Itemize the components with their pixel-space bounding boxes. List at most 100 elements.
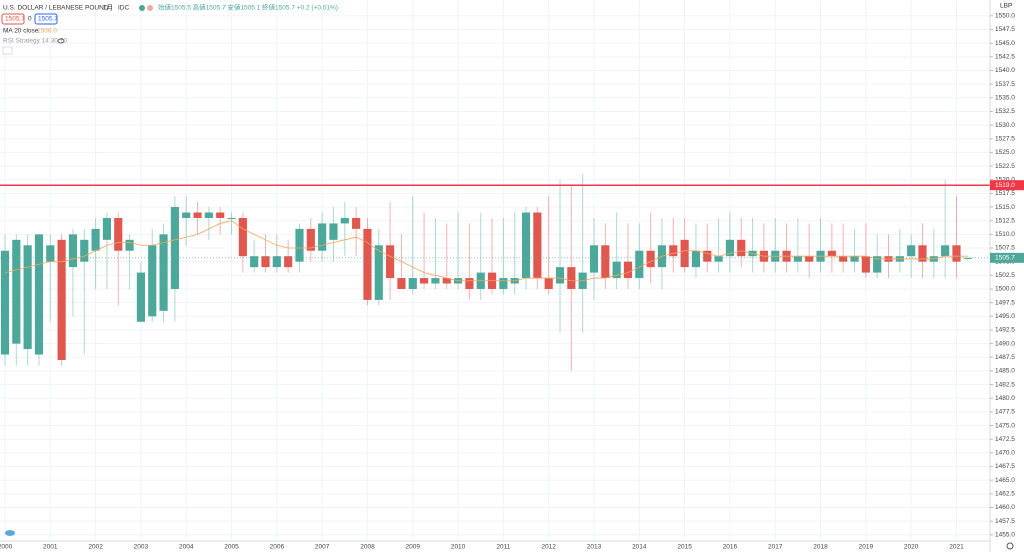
- candle-body: [68, 234, 78, 268]
- x-tick-label: 2010: [451, 544, 466, 551]
- settings-icon[interactable]: [1006, 542, 1014, 550]
- y-tick-label: 1545.0: [995, 40, 1015, 47]
- candle-body: [408, 278, 417, 289]
- candle-body: [374, 245, 383, 300]
- candle-body: [737, 239, 746, 257]
- x-tick-label: 2012: [541, 544, 556, 551]
- candle-body: [272, 256, 281, 268]
- candle-body: [521, 212, 531, 279]
- collapse-button[interactable]: [2, 46, 13, 55]
- x-tick-label: 2019: [859, 544, 874, 551]
- y-tick-label: 1532.5: [995, 108, 1015, 115]
- candle-body: [329, 223, 338, 240]
- y-tick-label: 1492.5: [995, 327, 1015, 334]
- candle-body: [306, 228, 315, 251]
- candle-body: [340, 217, 349, 224]
- candle-body: [612, 261, 621, 279]
- candle-body: [80, 239, 89, 262]
- candle-body: [261, 256, 270, 268]
- source: IDC: [118, 5, 130, 12]
- candle-body: [23, 245, 32, 350]
- candle-body: [182, 212, 191, 218]
- candle-body: [216, 212, 225, 218]
- candle-body: [397, 278, 406, 289]
- y-tick-label: 1472.5: [995, 436, 1015, 443]
- candle-body: [714, 256, 723, 262]
- y-tick-label: 1455.0: [995, 532, 1015, 539]
- candle-body: [136, 272, 145, 322]
- candle-body: [431, 278, 440, 284]
- candle-body: [238, 217, 247, 257]
- candle-body: [941, 245, 950, 257]
- y-tick-label: 1480.0: [995, 395, 1015, 402]
- last-price-label: 1505.7: [995, 255, 1015, 262]
- candle-body: [250, 256, 259, 268]
- y-tick-label: 1510.0: [995, 231, 1015, 238]
- candle-body: [0, 250, 10, 355]
- interval: 1月: [103, 4, 113, 12]
- candle-body: [227, 217, 236, 219]
- y-tick-label: 1467.5: [995, 463, 1015, 470]
- x-tick-label: 2017: [768, 544, 783, 551]
- y-tick-label: 1507.5: [995, 245, 1015, 252]
- y-tick-label: 1490.0: [995, 340, 1015, 347]
- eye-icon[interactable]: [57, 38, 65, 44]
- ma-value: 1506.0: [37, 28, 57, 35]
- x-tick-label: 2018: [813, 544, 828, 551]
- x-tick-label: 2000: [0, 544, 13, 551]
- y-tick-label: 1475.0: [995, 422, 1015, 429]
- candle-body: [284, 256, 293, 268]
- candle-body: [102, 217, 112, 240]
- spread: 0: [28, 16, 32, 23]
- candle-body: [635, 250, 644, 279]
- candle-body: [318, 223, 327, 251]
- candle-body: [725, 239, 735, 257]
- candle-body: [839, 256, 848, 262]
- x-tick-label: 2011: [496, 544, 510, 551]
- x-tick-label: 2003: [134, 544, 149, 551]
- buy-box[interactable]: [34, 13, 58, 25]
- buy-price: 1505.7: [38, 16, 58, 23]
- candle-body: [363, 228, 372, 300]
- sell-price: 1505.7: [5, 16, 25, 23]
- candle-body: [204, 212, 213, 218]
- candle-body: [669, 245, 678, 257]
- x-tick-label: 2004: [179, 544, 194, 551]
- candle-body: [91, 228, 100, 251]
- y-tick-label: 1540.0: [995, 67, 1015, 74]
- candle-body: [827, 250, 836, 257]
- candle-body: [850, 256, 859, 262]
- candle-body: [148, 245, 157, 317]
- y-tick-label: 1527.5: [995, 135, 1015, 142]
- x-tick-label: 2001: [43, 544, 58, 551]
- candle-body: [193, 212, 202, 218]
- sell-box[interactable]: [1, 13, 25, 25]
- candle-body: [589, 245, 599, 273]
- candle-body: [170, 207, 179, 289]
- y-tick-label: 1525.0: [995, 149, 1015, 156]
- x-tick-label: 2006: [270, 544, 285, 551]
- y-tick-label: 1485.0: [995, 368, 1015, 375]
- candle-body: [386, 245, 395, 279]
- x-tick-label: 2021: [949, 544, 964, 551]
- x-tick-label: 2013: [587, 544, 602, 551]
- candle-body: [907, 245, 916, 257]
- rsi-label: RSI Strategy 14 30 70: [3, 38, 67, 45]
- candle-body: [555, 267, 565, 284]
- candle-body: [952, 245, 961, 262]
- candle-body: [861, 256, 870, 273]
- axes: 1455.0 1457.5 1460.0 1462.5 1465.0 1467.5 1470…: [0, 13, 1024, 551]
- candle-body: [442, 278, 451, 284]
- hline-tag-label: 1519.0: [995, 182, 1015, 189]
- x-tick-label: 2015: [677, 544, 692, 551]
- plot: [0, 174, 990, 371]
- candle-body: [465, 278, 474, 289]
- candle-body: [533, 212, 542, 279]
- y-tick-label: 1515.0: [995, 204, 1015, 211]
- y-tick-label: 1512.5: [995, 217, 1015, 224]
- candle-body: [295, 228, 304, 262]
- candle-body: [159, 234, 168, 311]
- candle-body: [918, 245, 927, 262]
